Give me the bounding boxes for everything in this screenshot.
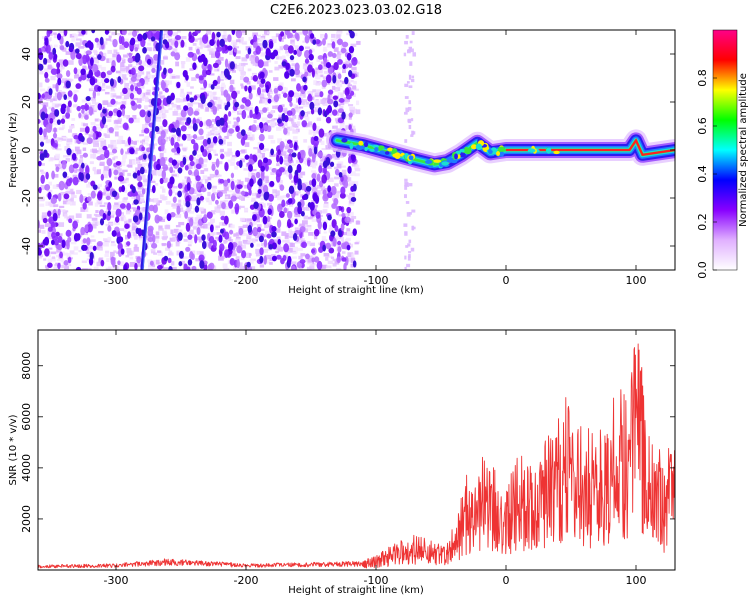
x-tick-label: -100: [364, 274, 389, 287]
snr-y-axis-label: SNR (10 * v/v): [8, 414, 19, 485]
x-tick-label: -100: [364, 574, 389, 587]
y-tick-label: 40: [20, 47, 33, 61]
colorbar-label: Normalized spectral amplitude: [738, 73, 749, 227]
x-tick-label: -200: [234, 274, 259, 287]
y-tick-label: 0: [20, 147, 33, 154]
x-tick-label: -300: [104, 574, 129, 587]
x-tick-label: 100: [626, 274, 647, 287]
y-tick-label: 20: [20, 95, 33, 109]
colorbar-tick-label: 0.4: [696, 165, 709, 183]
diagonal-streak: [140, 30, 164, 270]
snr-panel: -300 -200 -100 0 100 2000 4000 6000 8000 Height…: [8, 329, 676, 596]
snr-x-axis-label: Height of straight line (km): [288, 585, 424, 596]
y-tick-label: -40: [20, 237, 33, 255]
snr-y-ticks: 2000 4000 6000 8000: [20, 352, 675, 533]
snr-plot-area: [38, 343, 675, 569]
y-tick-label: 4000: [20, 454, 33, 482]
colorbar: 0.0 0.2 0.4 0.6 0.8 Normalized spectral ampl…: [696, 29, 749, 279]
chart-title: C2E6.2023.023.03.02.G18: [270, 3, 442, 18]
spectrogram-x-ticks: -300 -200 -100 0 100: [104, 30, 647, 287]
colorbar-tick-label: 0.8: [696, 69, 709, 87]
y-tick-label: 6000: [20, 403, 33, 431]
x-tick-label: -200: [234, 574, 259, 587]
noise-peaks: [38, 30, 359, 270]
spectrogram-x-axis-label: Height of straight line (km): [288, 285, 424, 296]
x-tick-label: 0: [503, 274, 510, 287]
x-tick-label: -300: [104, 274, 129, 287]
colorbar-tick-label: 0.2: [696, 213, 709, 231]
colorbar-tick-label: 0.6: [696, 117, 709, 135]
colorbar-gradient: [712, 29, 738, 271]
y-tick-label: -20: [20, 189, 33, 207]
y-tick-label: 8000: [20, 352, 33, 380]
snr-frame: [37, 329, 676, 571]
spectrogram-y-ticks: -40 -20 0 20 40: [20, 47, 675, 255]
y-tick-label: 2000: [20, 505, 33, 533]
x-tick-label: 100: [626, 574, 647, 587]
spectrogram-y-axis-label: Frequency (Hz): [8, 112, 19, 188]
snr-x-ticks: -300 -200 -100 0 100: [104, 330, 647, 587]
spectrogram-plot-area: [38, 30, 675, 270]
colorbar-tick-label: 0.0: [696, 261, 709, 279]
snr-series-line: [38, 343, 675, 569]
x-tick-label: 0: [503, 574, 510, 587]
carrier-blobs: [341, 137, 560, 169]
colorbar-ticks: 0.0 0.2 0.4 0.6 0.8: [696, 69, 717, 279]
carrier-track-core: [506, 138, 675, 157]
